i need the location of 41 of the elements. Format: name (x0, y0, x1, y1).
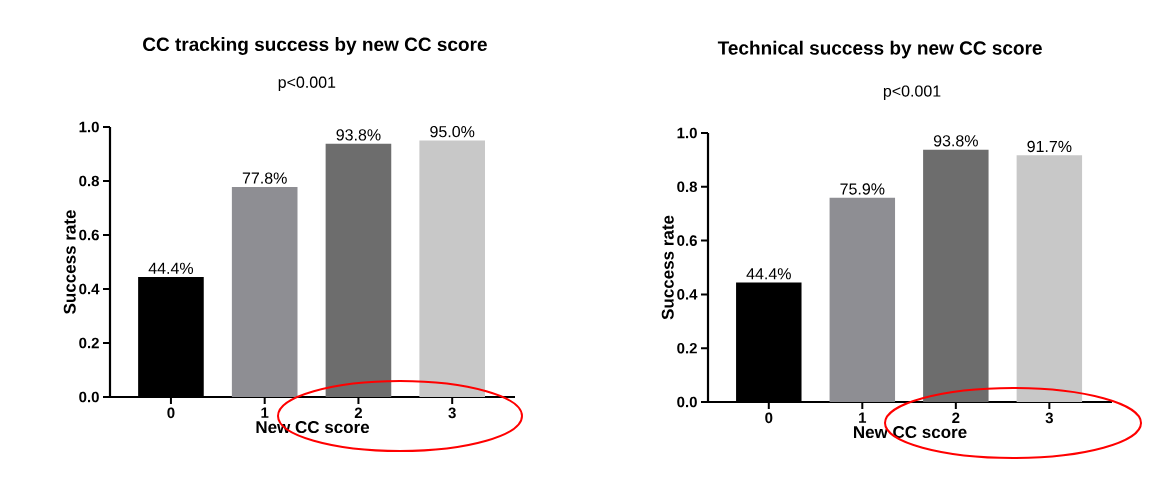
y-tick-label: 0.2 (677, 342, 697, 354)
x-axis-title: New CC score (853, 426, 967, 439)
bar (325, 143, 392, 397)
x-tick-label: 0 (167, 407, 175, 419)
data-label: 93.8% (933, 135, 978, 147)
x-tick-label: 0 (765, 412, 773, 424)
data-label: 91.7% (1027, 140, 1072, 153)
bar (923, 149, 989, 402)
y-tick-label: 0.6 (677, 235, 697, 246)
x-tick-label: 1 (261, 407, 269, 418)
y-tick-label: 0.0 (79, 391, 99, 403)
y-tick-label: 1.0 (79, 121, 99, 133)
y-tick-label: 0.4 (677, 289, 698, 300)
y-tick-label: 0.8 (79, 175, 99, 187)
data-label: 44.4% (746, 268, 791, 280)
y-axis-title: Success rate (661, 215, 674, 320)
data-label: 93.8% (336, 129, 381, 141)
y-tick-label: 0.8 (677, 181, 697, 193)
data-label: 75.9% (840, 183, 885, 195)
y-tick-label: 1.0 (677, 127, 697, 139)
x-tick-label: 3 (1045, 412, 1053, 424)
y-tick-label: 0.6 (79, 229, 99, 241)
x-tick-label: 3 (448, 407, 456, 419)
x-tick-label: 2 (354, 407, 362, 419)
y-tick-label: 0.2 (79, 337, 99, 349)
text: p<0.001 (883, 85, 941, 100)
chart-title: CC tracking success by new CC score (143, 37, 487, 55)
x-tick-label: 2 (952, 412, 960, 424)
bar (1016, 155, 1083, 402)
y-tick-label: 0.0 (677, 396, 697, 408)
x-tick-label: 1 (859, 412, 867, 423)
y-axis-title: Success rate (63, 210, 76, 314)
bar (231, 186, 298, 397)
data-label: 77.8% (242, 172, 287, 184)
data-label: 95.0% (430, 125, 475, 138)
y-tick-label: 0.4 (79, 283, 100, 295)
bar (419, 140, 486, 397)
data-label: 44.4% (148, 262, 194, 274)
text: p<0.001 (278, 76, 336, 92)
chart-title: Technical success by new CC score (717, 40, 1042, 59)
bar (829, 197, 896, 402)
